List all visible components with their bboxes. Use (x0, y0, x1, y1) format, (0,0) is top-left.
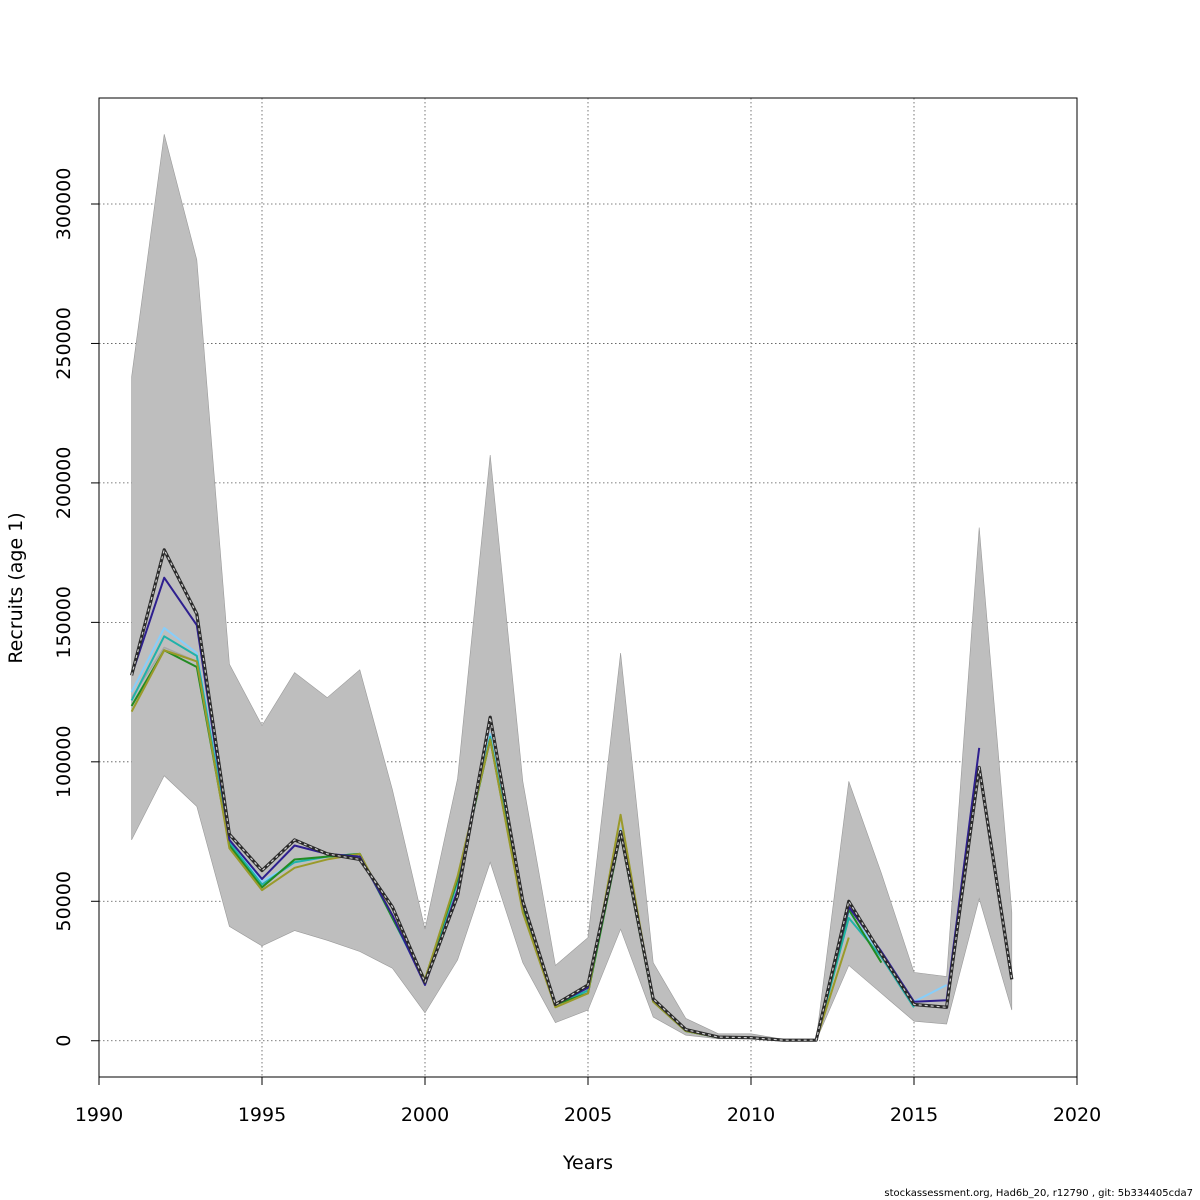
x-axis-title: Years (562, 1152, 613, 1174)
y-tick-label: 300000 (53, 168, 75, 241)
x-tick-label: 1995 (238, 1104, 286, 1126)
y-tick-label: 0 (53, 1035, 75, 1047)
series-line-6 (131, 549, 1013, 1041)
y-axis-title: Recruits (age 1) (5, 512, 27, 663)
confidence-band-area (131, 134, 1013, 1041)
x-tick-label: 2010 (727, 1104, 775, 1126)
x-tick-label: 2020 (1053, 1104, 1101, 1126)
y-tick-label: 50000 (53, 871, 75, 931)
x-tick-label: 1990 (75, 1104, 123, 1126)
y-tick-label: 200000 (53, 447, 75, 520)
y-axis: 0 50000 100000 150000 200000 250000 300000 (53, 168, 100, 1047)
y-tick-label: 250000 (53, 307, 75, 380)
x-tick-label: 2000 (401, 1104, 449, 1126)
series-lines (130, 548, 1014, 1042)
x-tick-label: 2015 (890, 1104, 938, 1126)
confidence-band (131, 134, 1013, 1041)
y-tick-label: 150000 (53, 586, 75, 659)
footer-note: stockassessment.org, Had6b_20, r12790 , … (884, 1188, 1193, 1199)
x-axis: 1990 1995 2000 2005 2010 2015 2020 (75, 1076, 1101, 1126)
x-tick-label: 2005 (564, 1104, 612, 1126)
y-tick-label: 100000 (53, 726, 75, 799)
